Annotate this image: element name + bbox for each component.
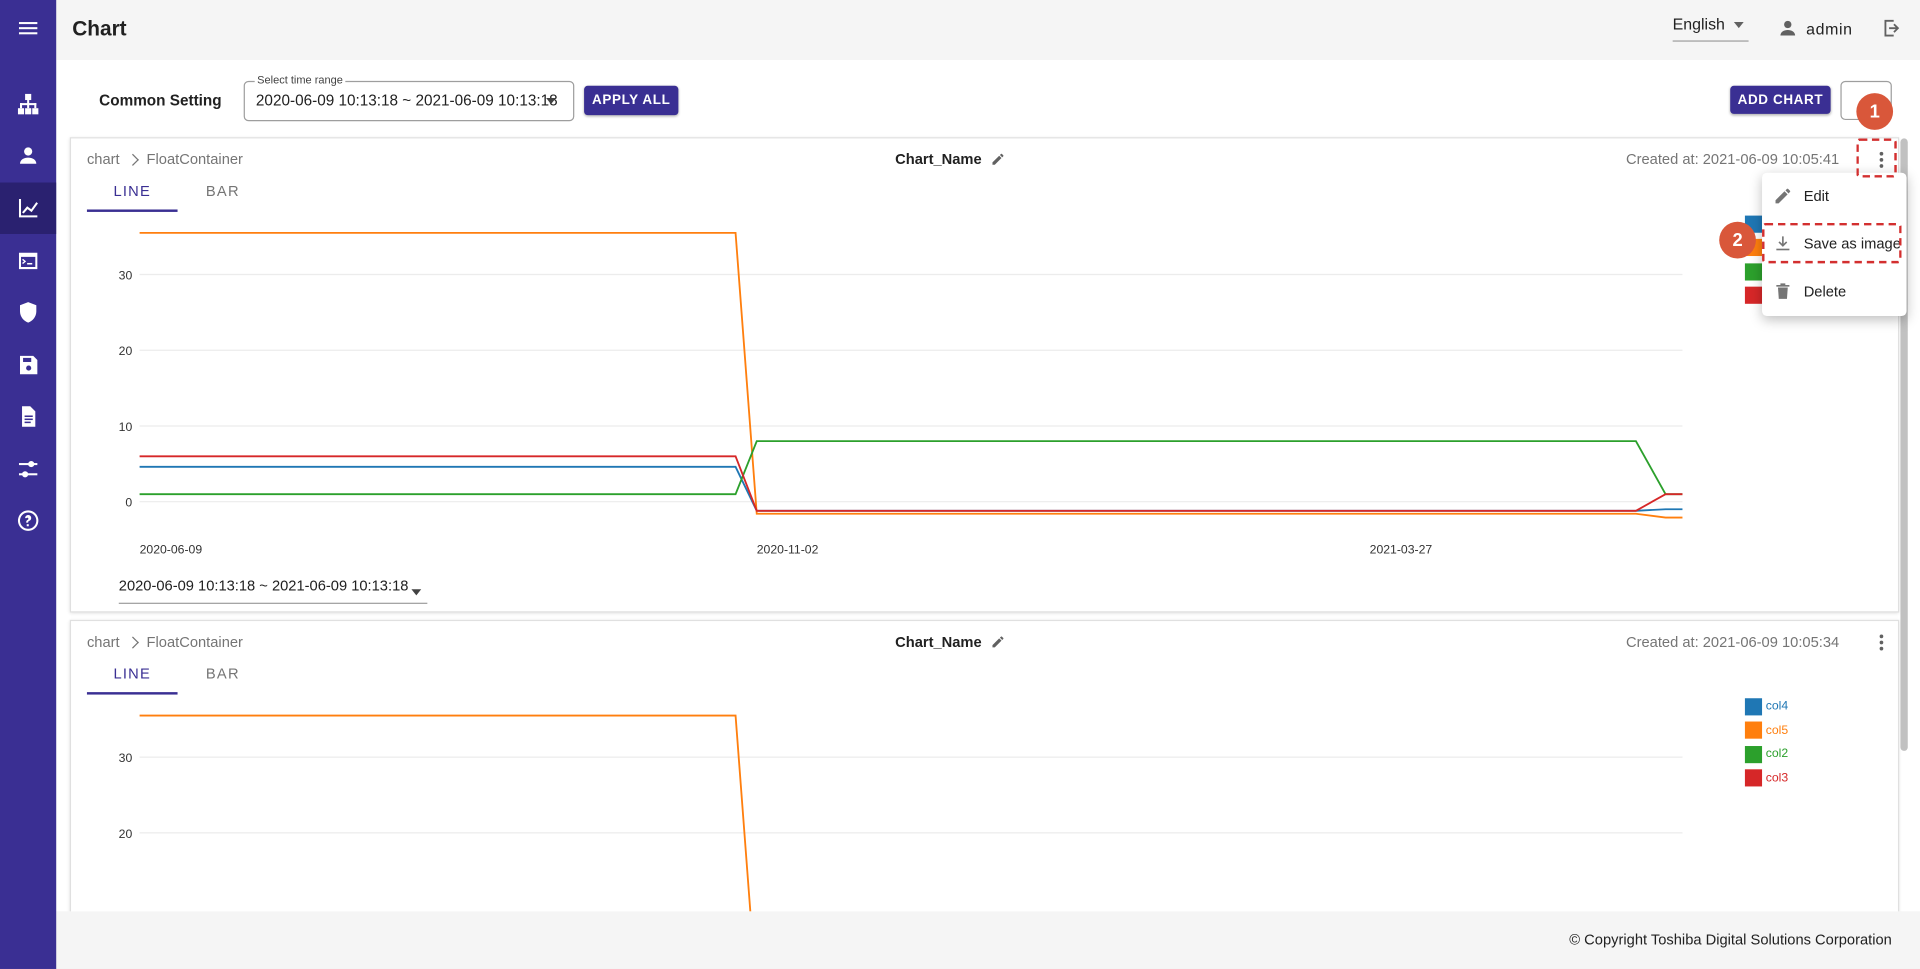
breadcrumb: chart FloatContainer bbox=[87, 151, 243, 168]
tab-line[interactable]: LINE bbox=[86, 183, 178, 212]
y-tick-label: 30 bbox=[119, 751, 133, 765]
download-icon bbox=[1776, 236, 1790, 251]
apply-all-button[interactable]: APPLY ALL bbox=[584, 85, 679, 116]
trash-icon bbox=[1776, 283, 1790, 299]
logout-icon bbox=[1884, 19, 1900, 37]
chart-icon[interactable] bbox=[0, 182, 57, 234]
menu-item-label: Delete bbox=[1803, 282, 1847, 301]
created-at: Created at: 2021-06-09 10:05:41 bbox=[1625, 150, 1840, 168]
chart-name: Chart_Name bbox=[895, 633, 1005, 650]
time-range-label: Select time range bbox=[254, 73, 346, 86]
chart-time-range-value: 2020-06-09 10:13:18 ~ 2021-06-09 10:13:1… bbox=[118, 576, 409, 595]
legend-label: col3 bbox=[1765, 771, 1789, 785]
y-tick-label: 20 bbox=[119, 344, 133, 358]
pencil-icon[interactable] bbox=[990, 152, 1005, 167]
y-tick-label: 0 bbox=[125, 496, 132, 510]
network-icon[interactable] bbox=[0, 78, 56, 129]
chevron-down-icon bbox=[546, 98, 556, 105]
x-tick-label: 2020-11-02 bbox=[757, 543, 819, 557]
y-tick-label: 20 bbox=[119, 827, 133, 841]
save-icon[interactable] bbox=[0, 339, 56, 390]
pencil-icon[interactable] bbox=[990, 635, 1005, 650]
series-line-col5 bbox=[139, 231, 1683, 519]
breadcrumb: chart FloatContainer bbox=[87, 633, 243, 650]
tab-line[interactable]: LINE bbox=[86, 665, 178, 695]
line-chart-1: 0 10 20 30 2020-06-09 2020-11-02 2021-03-27 bbox=[119, 231, 1683, 557]
created-at: Created at: 2021-06-09 10:05:34 bbox=[1625, 633, 1840, 651]
footer: © Copyright Toshiba Digital Solutions Co… bbox=[56, 911, 1920, 969]
legend-label: col5 bbox=[1765, 723, 1789, 738]
legend-item-col4[interactable]: col4 bbox=[1744, 695, 1789, 719]
chart-name-text: Chart_Name bbox=[895, 150, 982, 168]
menu-item-delete[interactable]: Delete bbox=[1762, 276, 1906, 308]
menu-item-save-as-image[interactable]: Save as image bbox=[1762, 228, 1906, 260]
language-select[interactable]: English bbox=[1672, 14, 1749, 42]
shield-icon[interactable] bbox=[0, 287, 56, 338]
series-line-col5 bbox=[139, 714, 752, 912]
more-vert-icon[interactable] bbox=[1869, 628, 1893, 655]
logout-button[interactable] bbox=[1881, 17, 1903, 45]
menu-item-label: Save as image bbox=[1803, 235, 1901, 253]
tab-bar[interactable]: BAR bbox=[205, 665, 240, 683]
language-value: English bbox=[1672, 14, 1725, 34]
breadcrumb-child: FloatContainer bbox=[146, 633, 243, 651]
username: admin bbox=[1806, 18, 1853, 38]
person-icon[interactable] bbox=[0, 130, 56, 181]
main-content: Common Setting Select time range 2020-06… bbox=[56, 60, 1920, 912]
copyright: © Copyright Toshiba Digital Solutions Co… bbox=[1569, 931, 1892, 949]
help-icon[interactable] bbox=[0, 495, 56, 546]
series-line-col4 bbox=[139, 465, 1683, 512]
legend-item[interactable] bbox=[1744, 260, 1766, 284]
chart-card-1: chart FloatContainer Chart_Name Created … bbox=[69, 137, 1900, 613]
chart-time-range-select[interactable]: 2020-06-09 10:13:18 ~ 2021-06-09 10:13:1… bbox=[118, 576, 428, 604]
page-title: Chart bbox=[72, 17, 127, 41]
user-icon bbox=[1780, 20, 1796, 36]
tab-bar[interactable]: BAR bbox=[205, 182, 240, 200]
x-tick-label: 2020-06-09 bbox=[140, 543, 203, 557]
chart-context-menu: Edit Save as image Delete bbox=[1762, 172, 1907, 317]
sidebar bbox=[0, 0, 57, 969]
series-line-col3 bbox=[139, 455, 1683, 512]
time-range-select[interactable]: Select time range 2020-06-09 10:13:18 ~ … bbox=[243, 73, 575, 122]
settings-sliders-icon[interactable] bbox=[0, 443, 56, 494]
legend-item-col3[interactable]: col3 bbox=[1744, 766, 1789, 790]
highlight-kebab bbox=[1856, 138, 1897, 178]
highlight-save-as-image bbox=[1762, 222, 1902, 264]
menu-icon[interactable] bbox=[0, 2, 56, 53]
time-range-value: 2020-06-09 10:13:18 ~ 2021-06-09 10:13:1… bbox=[255, 91, 558, 110]
breadcrumb-root[interactable]: chart bbox=[86, 633, 120, 651]
y-tick-label: 30 bbox=[119, 268, 133, 282]
legend-item-col5[interactable]: col5 bbox=[1744, 718, 1789, 742]
add-chart-button[interactable]: ADD CHART bbox=[1730, 85, 1831, 114]
legend-label: col4 bbox=[1765, 699, 1789, 714]
chart-legend-2: col4 col5 col2 col3 bbox=[1744, 695, 1789, 791]
chart-name: Chart_Name bbox=[895, 151, 1005, 168]
step-badge-1: 1 bbox=[1856, 93, 1894, 130]
common-setting-label: Common Setting bbox=[99, 91, 222, 110]
legend-label: col2 bbox=[1765, 747, 1789, 762]
legend-item-col2[interactable]: col2 bbox=[1744, 742, 1789, 766]
chevron-down-icon bbox=[1733, 22, 1744, 29]
step-badge-2: 2 bbox=[1719, 221, 1756, 259]
y-tick-label: 10 bbox=[119, 420, 133, 434]
pencil-icon bbox=[1775, 188, 1791, 204]
document-icon[interactable] bbox=[0, 391, 56, 442]
breadcrumb-child: FloatContainer bbox=[146, 150, 243, 168]
user-menu[interactable]: admin bbox=[1777, 17, 1853, 39]
legend-item[interactable] bbox=[1744, 284, 1766, 308]
more-vert-icon[interactable] bbox=[1869, 146, 1893, 173]
scrollbar[interactable] bbox=[1900, 138, 1908, 751]
menu-item-edit[interactable]: Edit bbox=[1762, 180, 1906, 212]
x-tick-label: 2021-03-27 bbox=[1370, 543, 1433, 557]
chart-card-2: chart FloatContainer Chart_Name Created … bbox=[69, 619, 1900, 912]
terminal-icon[interactable] bbox=[0, 235, 56, 286]
top-bar: Chart English admin bbox=[56, 0, 1920, 61]
chart-name-text: Chart_Name bbox=[895, 633, 982, 651]
chevron-down-icon bbox=[411, 589, 422, 596]
breadcrumb-root[interactable]: chart bbox=[86, 150, 120, 168]
menu-item-label: Edit bbox=[1803, 187, 1830, 205]
